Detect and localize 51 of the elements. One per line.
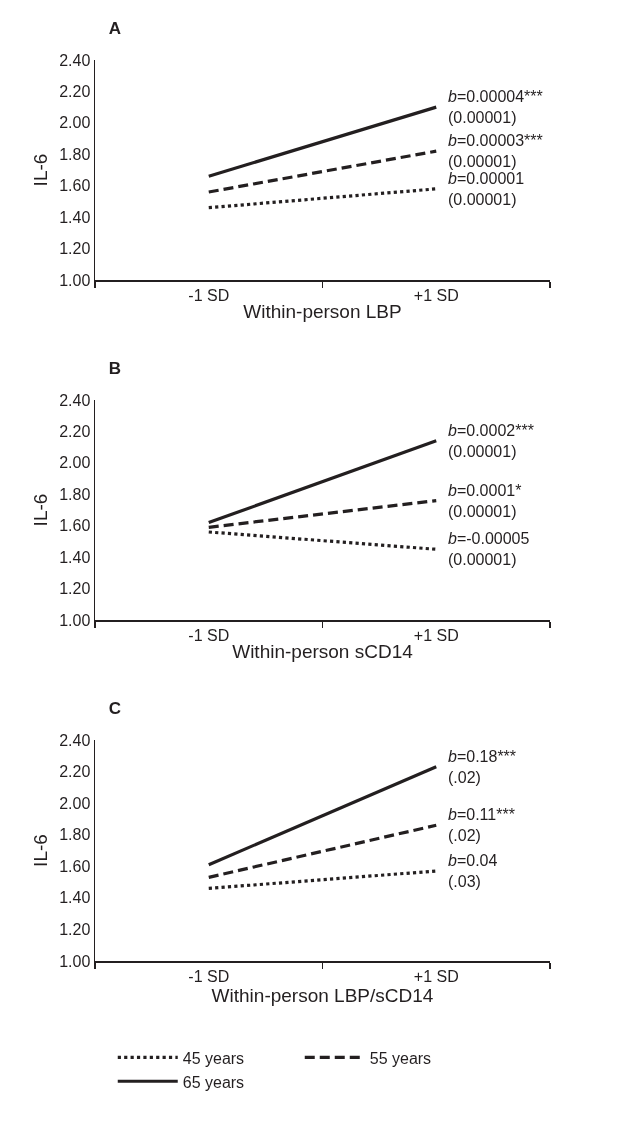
x-tick-label: +1 SD: [413, 286, 459, 304]
y-tick-label: 1.60: [59, 177, 91, 195]
y-tick-label: 1.40: [59, 208, 91, 226]
y-tick-label: 2.00: [59, 794, 91, 812]
x-axis-title: Within-person sCD14: [232, 641, 414, 663]
y-tick-label: 2.00: [59, 454, 91, 472]
y-tick-label: 1.60: [59, 857, 91, 875]
y-tick-label: 1.40: [59, 889, 91, 907]
annotation: b=0.00003*** (0.00001): [448, 132, 543, 170]
y-tick-label: 2.20: [59, 763, 91, 781]
annotation: b=0.00004*** (0.00001): [448, 88, 543, 126]
legend-label: 65 years: [182, 1073, 245, 1091]
chart-title: C: [108, 698, 121, 718]
y-tick-label: 1.20: [59, 240, 91, 258]
legend-label: 45 years: [182, 1049, 245, 1067]
y-tick-label: 1.20: [59, 921, 91, 939]
chart-title: B: [108, 358, 121, 378]
y-tick-label: 1.60: [59, 517, 91, 535]
y-tick-label: 1.40: [59, 548, 91, 566]
annotation: b=0.0001* (0.00001): [448, 482, 522, 520]
y-axis-title: IL-6: [29, 493, 51, 527]
y-axis-title: IL-6: [29, 834, 51, 867]
y-tick-label: 1.80: [59, 145, 91, 163]
y-tick-label: 1.00: [59, 611, 91, 629]
y-tick-label: 2.20: [59, 423, 91, 441]
y-tick-label: 1.80: [59, 485, 91, 503]
annotation: b=0.04 (.03): [448, 852, 498, 890]
x-tick-label: +1 SD: [413, 967, 459, 985]
y-tick-label: 2.40: [59, 731, 91, 749]
y-tick-label: 1.80: [59, 826, 91, 844]
x-tick-label: -1 SD: [188, 967, 230, 985]
annotation: b=-0.00005 (0.00001): [448, 530, 530, 568]
y-tick-label: 1.20: [59, 580, 91, 598]
chart-title: A: [108, 18, 121, 38]
x-tick-label: +1 SD: [413, 626, 459, 644]
y-tick-label: 2.20: [59, 83, 91, 101]
y-tick-label: 1.00: [59, 952, 91, 970]
annotation: b=0.11*** (.02): [448, 806, 515, 844]
annotation: b=0.0002*** (0.00001): [448, 422, 534, 460]
legend-label: 55 years: [369, 1049, 432, 1067]
y-tick-label: 1.00: [59, 271, 91, 289]
x-tick-label: -1 SD: [188, 626, 230, 644]
y-tick-label: 2.40: [59, 51, 91, 69]
x-tick-label: -1 SD: [188, 286, 230, 304]
annotation: b=0.18*** (.02): [448, 748, 517, 786]
y-tick-label: 2.40: [59, 391, 91, 409]
x-axis-title: Within-person LBP/sCD14: [211, 984, 434, 1006]
y-tick-label: 2.00: [59, 114, 91, 132]
annotation: b=0.00001 (0.00001): [448, 170, 525, 208]
y-axis-title: IL-6: [29, 153, 51, 187]
x-axis-title: Within-person LBP: [243, 301, 402, 323]
